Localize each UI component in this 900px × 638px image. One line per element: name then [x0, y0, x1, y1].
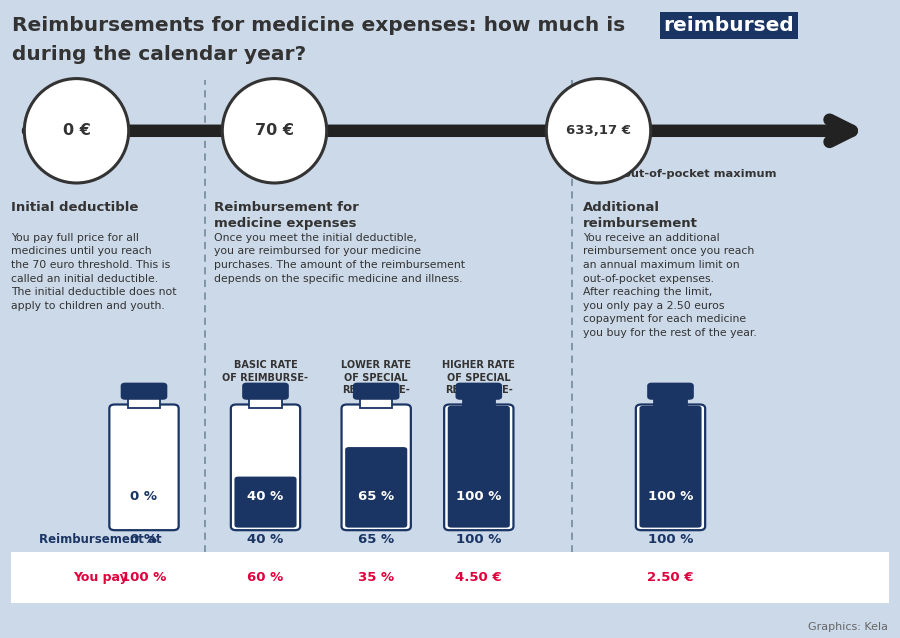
FancyBboxPatch shape: [345, 447, 407, 528]
Text: Once you meet the initial deductible,
you are reimbursed for your medicine
purch: Once you meet the initial deductible, yo…: [214, 233, 465, 284]
Text: 633,17 €: 633,17 €: [566, 124, 631, 137]
Bar: [249, 397, 282, 408]
Bar: [360, 397, 392, 408]
Bar: [654, 397, 687, 408]
Text: 0 %: 0 %: [130, 491, 158, 503]
Bar: [128, 397, 160, 408]
Text: 65 %: 65 %: [358, 533, 394, 545]
Text: LOWER RATE
OF SPECIAL
REIMBURSE-
MENT: LOWER RATE OF SPECIAL REIMBURSE- MENT: [341, 360, 411, 408]
Text: reimbursed: reimbursed: [663, 16, 794, 35]
Text: during the calendar year?: during the calendar year?: [12, 45, 306, 64]
FancyBboxPatch shape: [230, 404, 300, 530]
Text: 0 %: 0 %: [130, 533, 158, 545]
Text: You receive an additional
reimbursement once you reach
an annual maximum limit o: You receive an additional reimbursement …: [583, 233, 757, 338]
Ellipse shape: [546, 78, 651, 183]
FancyBboxPatch shape: [354, 383, 399, 399]
Text: 0 €: 0 €: [63, 123, 90, 138]
Text: 4.50 €: 4.50 €: [455, 571, 502, 584]
FancyBboxPatch shape: [448, 406, 509, 528]
Text: 100 %: 100 %: [648, 491, 693, 503]
FancyBboxPatch shape: [234, 477, 296, 528]
FancyBboxPatch shape: [110, 404, 178, 530]
Text: Initial deductible: Initial deductible: [11, 201, 139, 214]
Text: 40 %: 40 %: [248, 533, 284, 545]
FancyBboxPatch shape: [122, 383, 166, 399]
Text: Graphics: Kela: Graphics: Kela: [808, 621, 888, 632]
Text: Reimbursements for medicine expenses: how much is: Reimbursements for medicine expenses: ho…: [12, 16, 625, 35]
Ellipse shape: [24, 78, 129, 183]
Ellipse shape: [222, 78, 327, 183]
FancyBboxPatch shape: [11, 552, 889, 603]
Text: 65 %: 65 %: [358, 491, 394, 503]
FancyBboxPatch shape: [635, 404, 706, 530]
Text: Reimbursement for
medicine expenses: Reimbursement for medicine expenses: [214, 201, 359, 230]
Text: 100 %: 100 %: [122, 571, 166, 584]
Text: 40 %: 40 %: [248, 491, 284, 503]
FancyBboxPatch shape: [243, 383, 288, 399]
FancyBboxPatch shape: [456, 383, 501, 399]
Text: You pay: You pay: [74, 571, 128, 584]
Text: BASIC RATE
OF REIMBURSE-
MENT: BASIC RATE OF REIMBURSE- MENT: [222, 360, 309, 396]
Text: 100 %: 100 %: [456, 533, 501, 545]
Text: 35 %: 35 %: [358, 571, 394, 584]
Text: 2.50 €: 2.50 €: [647, 571, 694, 584]
Text: 70 €: 70 €: [255, 123, 294, 138]
Text: HIGHER RATE
OF SPECIAL
REIMBURSE-
MENT: HIGHER RATE OF SPECIAL REIMBURSE- MENT: [443, 360, 515, 408]
Text: 100 %: 100 %: [456, 491, 501, 503]
Text: You pay full price for all
medicines until you reach
the 70 euro threshold. This: You pay full price for all medicines unt…: [11, 233, 176, 311]
FancyBboxPatch shape: [341, 404, 410, 530]
Text: Additional
reimbursement: Additional reimbursement: [583, 201, 698, 230]
Text: Annual out-of-pocket maximum: Annual out-of-pocket maximum: [574, 169, 777, 179]
Bar: [463, 397, 495, 408]
Text: 100 %: 100 %: [648, 533, 693, 545]
Text: Reimbursement at: Reimbursement at: [40, 533, 162, 545]
Text: 60 %: 60 %: [248, 571, 284, 584]
FancyBboxPatch shape: [648, 383, 693, 399]
FancyBboxPatch shape: [639, 406, 702, 528]
FancyBboxPatch shape: [445, 404, 513, 530]
